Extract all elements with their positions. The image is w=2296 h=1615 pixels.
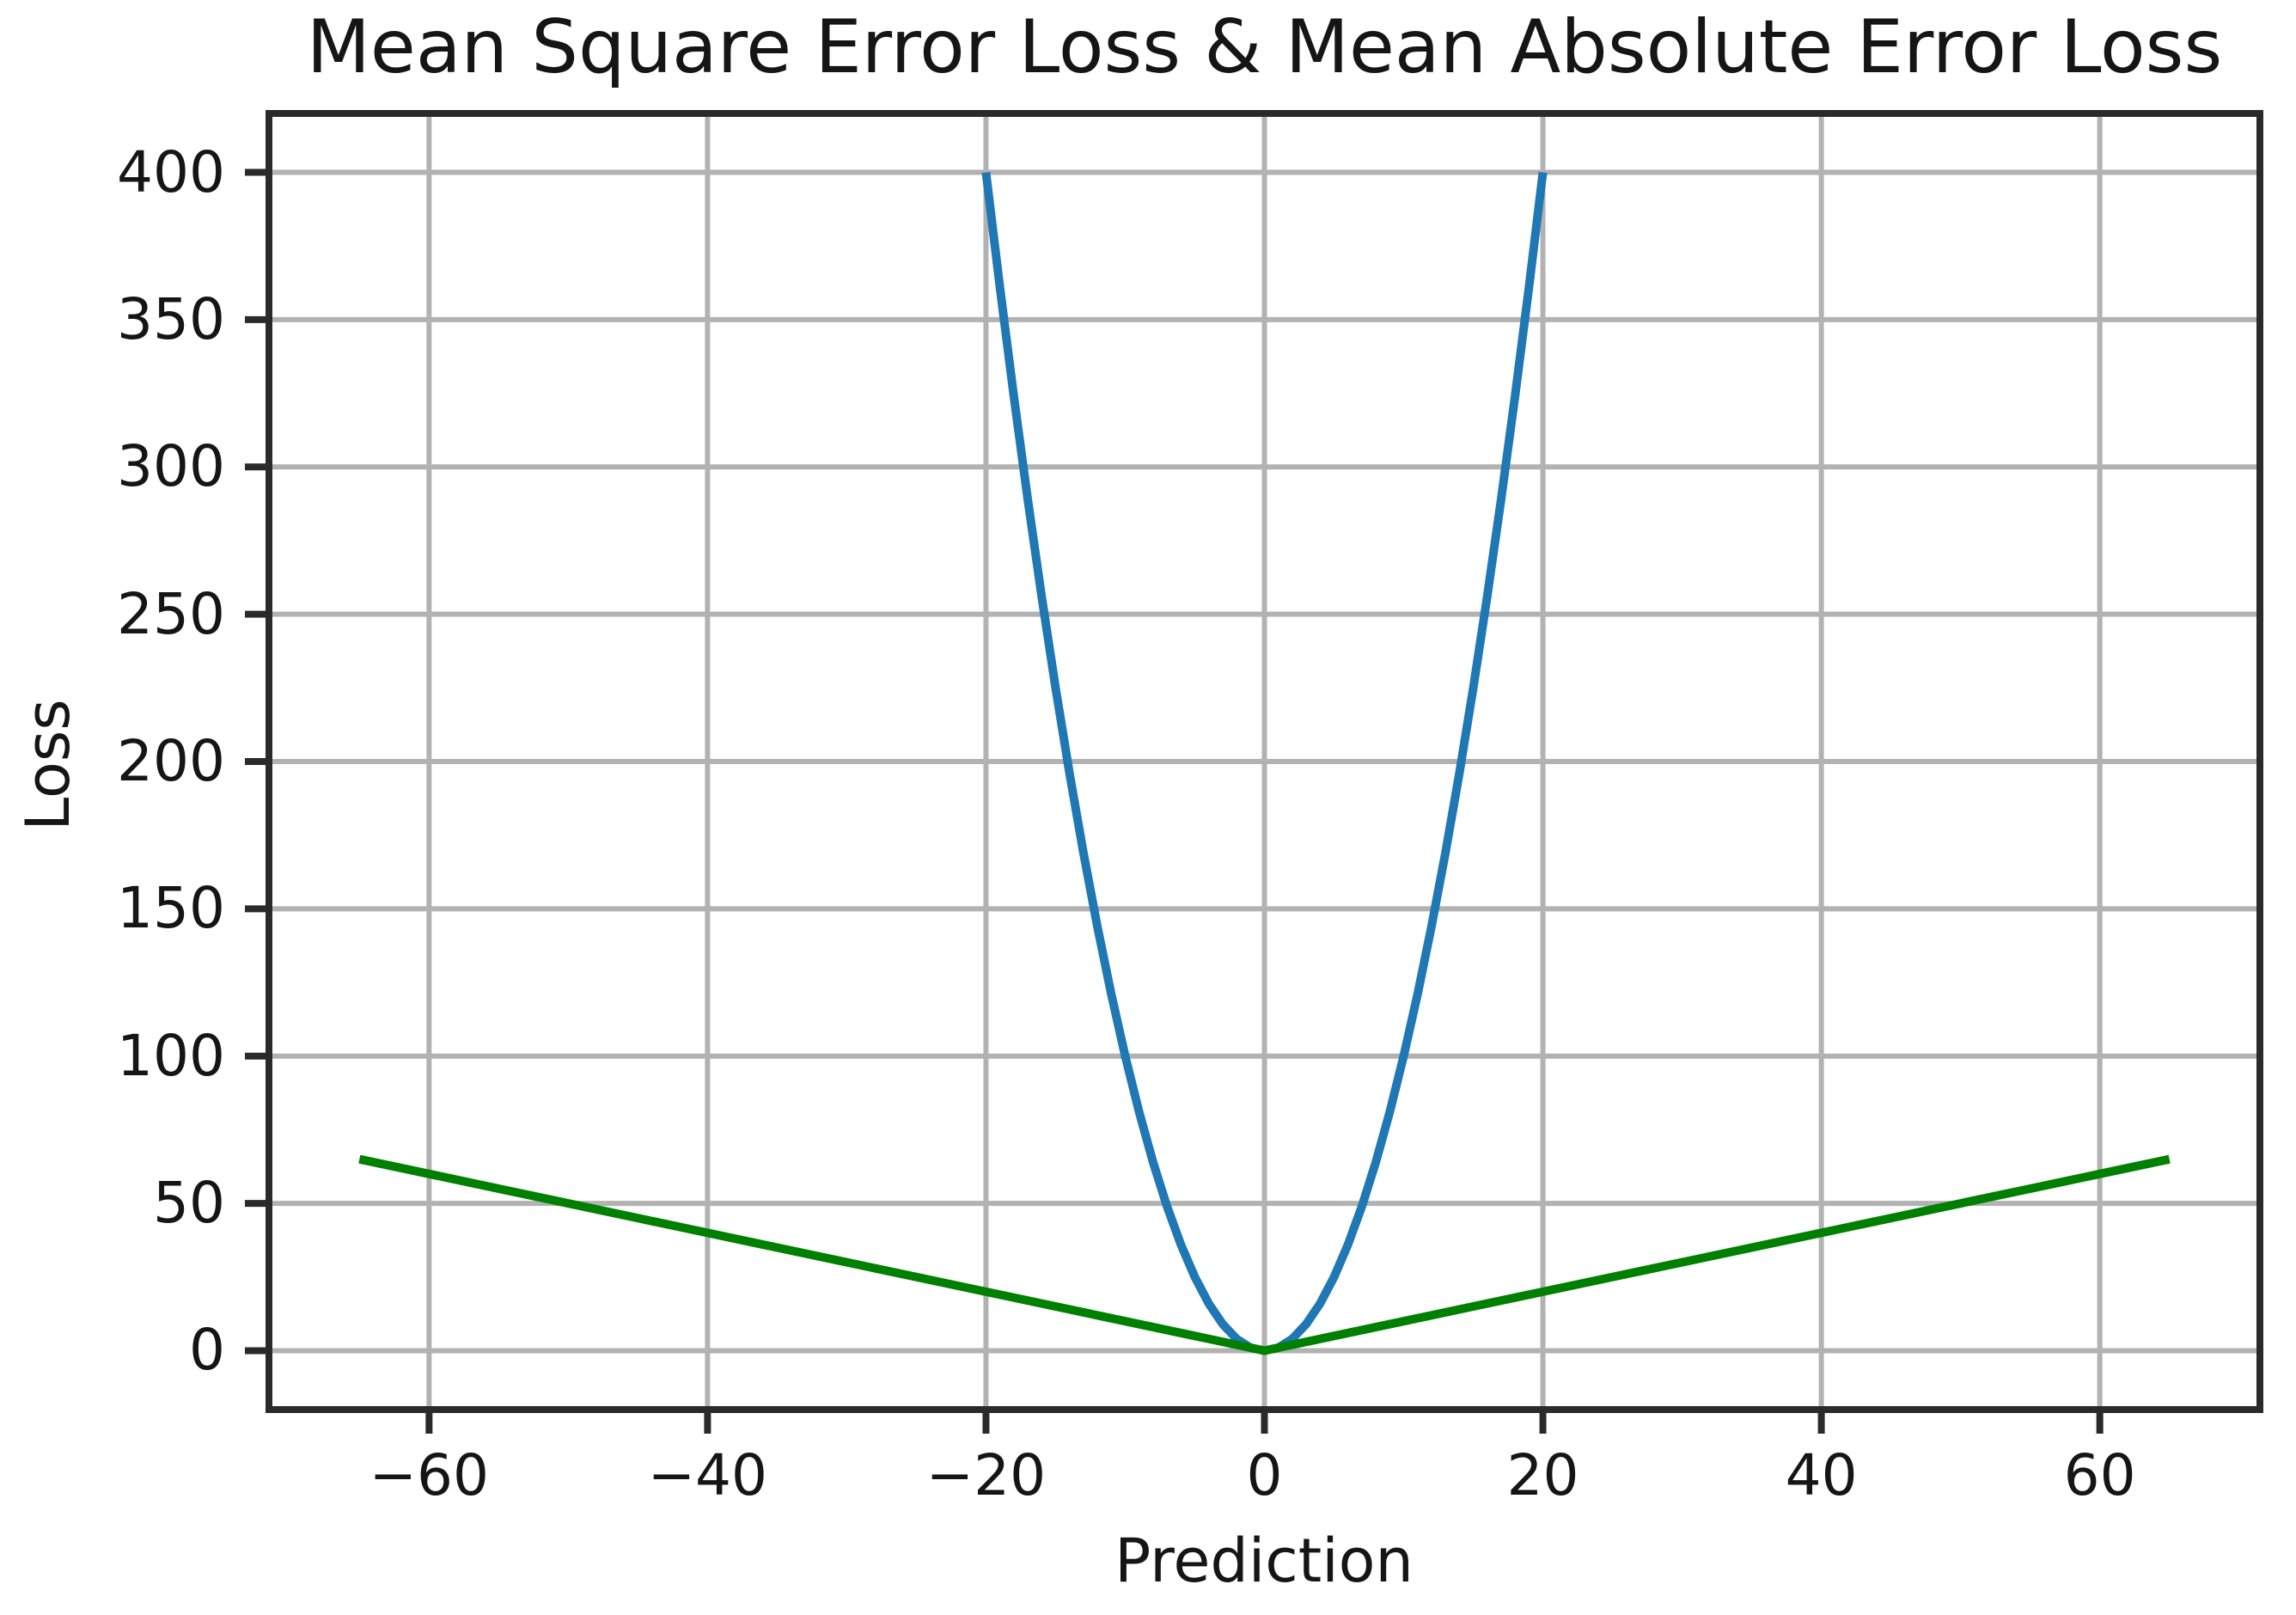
y-tick-label: 300 bbox=[117, 433, 225, 500]
y-tick-label: 100 bbox=[117, 1022, 225, 1089]
x-tick-label: 60 bbox=[2063, 1442, 2136, 1508]
x-tick-label: −20 bbox=[925, 1442, 1047, 1508]
x-tick-label: −40 bbox=[647, 1442, 768, 1508]
y-tick-label: 400 bbox=[117, 138, 225, 205]
y-tick-label: 250 bbox=[117, 580, 225, 647]
chart-title: Mean Square Error Loss & Mean Absolute E… bbox=[306, 4, 2223, 90]
axes-spines bbox=[266, 110, 2263, 1413]
x-tick-label: 20 bbox=[1506, 1442, 1579, 1508]
x-axis-label: Prediction bbox=[1114, 1526, 1414, 1596]
y-tick-label: 0 bbox=[189, 1317, 225, 1384]
x-tick-label: 0 bbox=[1246, 1442, 1283, 1508]
y-tick-label: 50 bbox=[153, 1170, 225, 1237]
x-tick-label: 40 bbox=[1785, 1442, 1858, 1508]
y-tick-label: 350 bbox=[117, 285, 225, 352]
series-line bbox=[358, 1154, 2171, 1355]
y-tick-label: 200 bbox=[117, 728, 225, 794]
x-tick-label: −60 bbox=[369, 1442, 489, 1508]
y-tick-label: 150 bbox=[117, 875, 225, 942]
